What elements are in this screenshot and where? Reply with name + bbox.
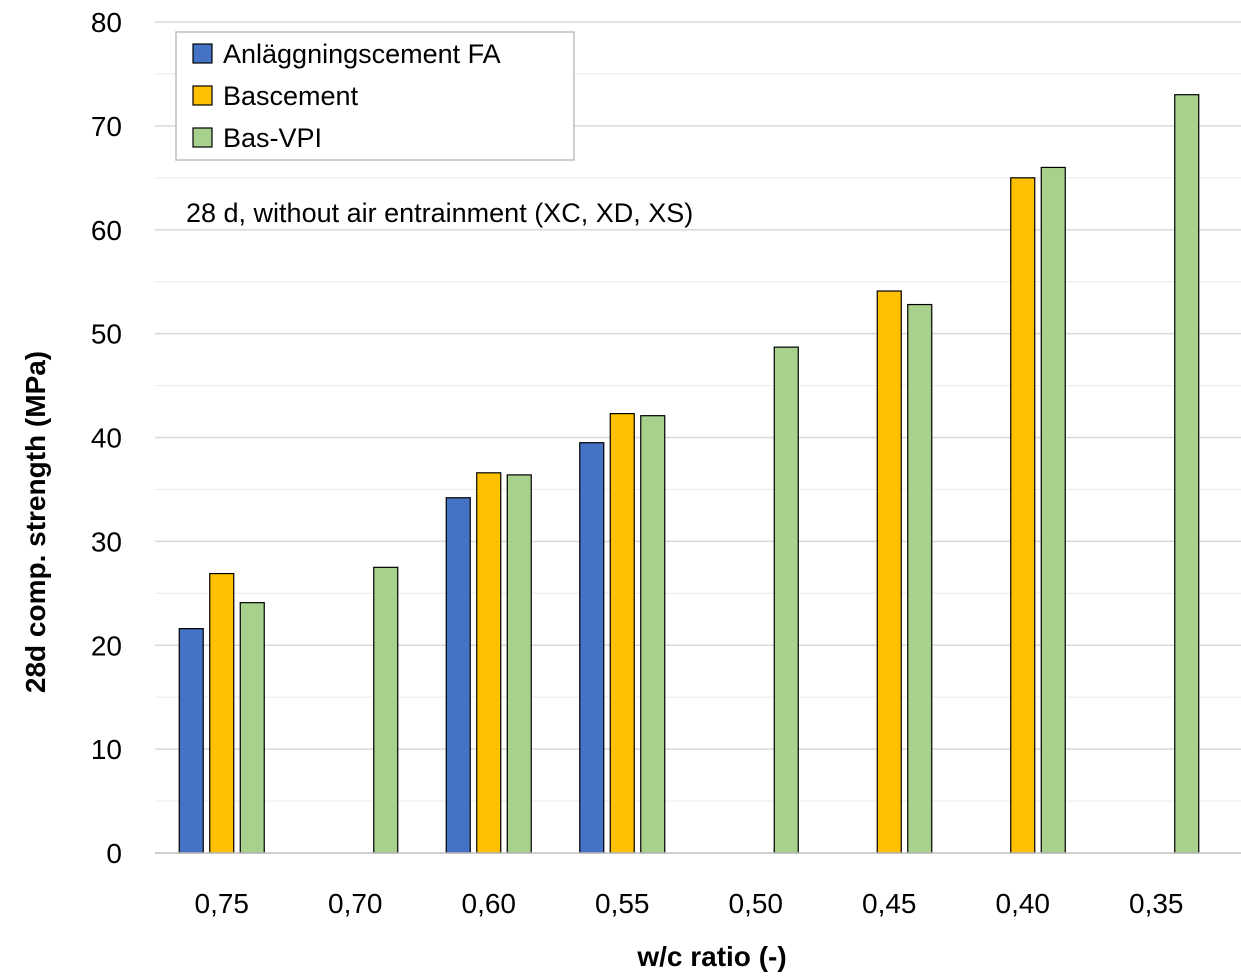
x-tick-label: 0,70	[328, 888, 383, 919]
y-axis-title: 28d comp. strength (MPa)	[20, 351, 51, 693]
y-tick-label: 70	[91, 111, 122, 142]
y-tick-label: 60	[91, 215, 122, 246]
bars	[178, 94, 1200, 854]
bar-1-4	[579, 442, 605, 854]
bar-2-3	[476, 472, 502, 854]
legend: Anläggningscement FA Bascement Bas-VPI	[175, 31, 575, 161]
y-tick-label: 80	[91, 7, 122, 38]
bar-2-7	[1010, 177, 1036, 854]
bar-3-2	[373, 566, 399, 854]
legend-swatch	[192, 85, 213, 106]
legend-label: Bascement	[223, 81, 359, 111]
legend-label: Bas-VPI	[223, 123, 322, 153]
axes: 0 10 20 30 40 50 60 70 80 0,75 0,70 0,60 0,55 0,50 0,4…	[91, 7, 1241, 919]
y-tick-label: 30	[91, 526, 122, 557]
bar-1-3	[445, 497, 471, 854]
y-tick-label: 0	[106, 838, 122, 869]
bar-3-4	[640, 415, 666, 854]
legend-label: Anläggningscement FA	[223, 39, 501, 69]
bar-1-1	[178, 628, 204, 854]
bar-3-1	[239, 602, 265, 854]
bar-3-5	[773, 346, 799, 854]
x-axis-title: w/c ratio (-)	[636, 941, 786, 972]
y-tick-label: 10	[91, 734, 122, 765]
x-tick-label: 0,60	[462, 888, 517, 919]
bar-3-3	[506, 474, 532, 854]
x-tick-label: 0,75	[195, 888, 250, 919]
y-tick-label: 50	[91, 319, 122, 350]
chart-annotation: 28 d, without air entrainment (XC, XD, X…	[186, 198, 693, 228]
bar-3-8	[1174, 94, 1200, 854]
x-tick-label: 0,40	[996, 888, 1051, 919]
bar-3-6	[907, 303, 933, 854]
legend-box	[175, 31, 575, 161]
bar-2-1	[209, 572, 235, 854]
bar-2-6	[876, 290, 902, 854]
bar-2-4	[609, 413, 635, 854]
x-tick-label: 0,35	[1129, 888, 1184, 919]
legend-swatch	[192, 127, 213, 148]
y-tick-label: 40	[91, 423, 122, 454]
bar-3-7	[1040, 166, 1066, 854]
x-tick-label: 0,50	[729, 888, 784, 919]
legend-swatch	[192, 43, 213, 64]
x-tick-label: 0,45	[862, 888, 917, 919]
x-tick-label: 0,55	[595, 888, 650, 919]
y-tick-label: 20	[91, 630, 122, 661]
